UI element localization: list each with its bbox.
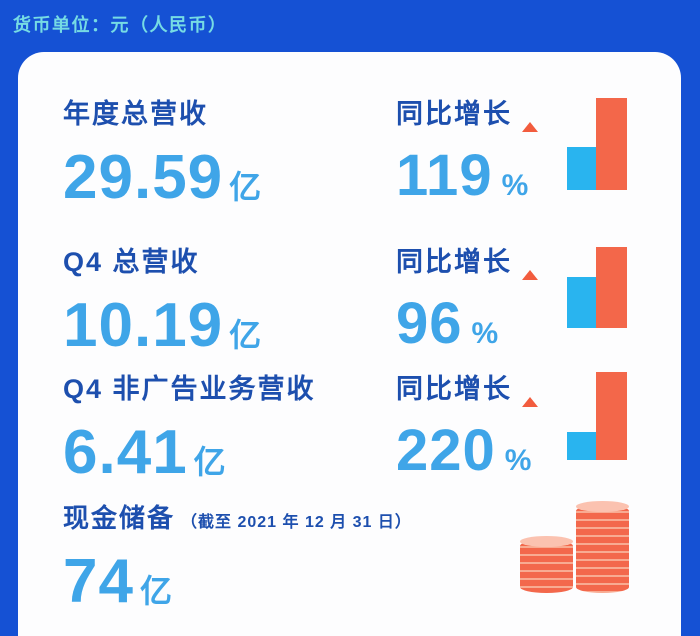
metric-value: 74	[63, 547, 134, 617]
growth-label: 同比增长	[396, 374, 512, 404]
currency-unit-note: 货币单位：元（人民币）	[13, 15, 228, 35]
cash-label-line: 现金储备 （截至 2021 年 12 月 31 日）	[63, 503, 412, 534]
cash-date-note: （截至 2021 年 12 月 31 日）	[181, 514, 412, 531]
metric-unit: 亿	[229, 169, 262, 206]
metric-unit: 亿	[229, 317, 262, 354]
growth-unit: %	[504, 444, 532, 478]
bar-chart-small-bar	[567, 432, 596, 460]
growth-value: 220	[396, 418, 496, 484]
metric-label: 现金储备	[63, 503, 176, 533]
metric-value: 29.59	[63, 143, 224, 213]
bar-chart-large-bar	[596, 98, 627, 190]
growth-label-line: 同比增长	[396, 98, 538, 133]
metric-value-line: 74 亿	[63, 546, 412, 617]
annual-revenue-block: 年度总营收 29.59 亿	[63, 98, 261, 213]
metric-value-line: 10.19 亿	[63, 290, 261, 361]
metric-value-line: 29.59 亿	[63, 142, 261, 213]
growth-label: 同比增长	[396, 247, 512, 277]
q4-non-ad-revenue-block: Q4 非广告业务营收 6.41 亿	[63, 373, 316, 488]
annual-growth-block: 同比增长 119%	[396, 98, 538, 209]
metric-value: 10.19	[63, 291, 224, 361]
growth-unit: %	[471, 317, 499, 351]
bar-chart-icon	[567, 372, 627, 460]
up-arrow-icon	[522, 380, 538, 408]
growth-value: 96	[396, 291, 463, 357]
coin-stacks-icon	[520, 501, 630, 593]
growth-value-line: 220%	[396, 417, 538, 484]
growth-label-line: 同比增长	[396, 373, 538, 408]
metric-unit: 亿	[193, 444, 226, 481]
coin-stack-tall	[576, 501, 629, 593]
q4-revenue-block: Q4 总营收 10.19 亿	[63, 246, 261, 361]
growth-value-line: 119%	[396, 142, 538, 209]
q4-non-ad-growth-block: 同比增长 220%	[396, 373, 538, 484]
metric-label: Q4 总营收	[63, 247, 200, 277]
metric-unit: 亿	[139, 573, 172, 610]
metric-value-line: 6.41 亿	[63, 417, 316, 488]
growth-label-line: 同比增长	[396, 246, 538, 281]
growth-label: 同比增长	[396, 99, 512, 129]
coin-stack-short	[520, 536, 573, 593]
report-card: 年度总营收 29.59 亿 同比增长 119% Q4 总营收	[18, 52, 681, 636]
growth-unit: %	[501, 169, 529, 203]
up-arrow-icon	[522, 253, 538, 281]
growth-value-line: 96%	[396, 290, 538, 357]
cash-reserves-block: 现金储备 （截至 2021 年 12 月 31 日） 74 亿	[63, 503, 412, 617]
q4-growth-block: 同比增长 96%	[396, 246, 538, 357]
growth-value: 119	[396, 143, 493, 209]
bar-chart-icon	[567, 247, 627, 328]
bar-chart-large-bar	[596, 247, 627, 328]
bar-chart-small-bar	[567, 277, 596, 328]
up-arrow-icon	[522, 105, 538, 133]
metric-label: Q4 非广告业务营收	[63, 374, 316, 404]
bar-chart-small-bar	[567, 147, 596, 190]
metric-value: 6.41	[63, 418, 188, 488]
bar-chart-large-bar	[596, 372, 627, 460]
bar-chart-icon	[567, 98, 627, 190]
metric-label: 年度总营收	[63, 99, 208, 129]
